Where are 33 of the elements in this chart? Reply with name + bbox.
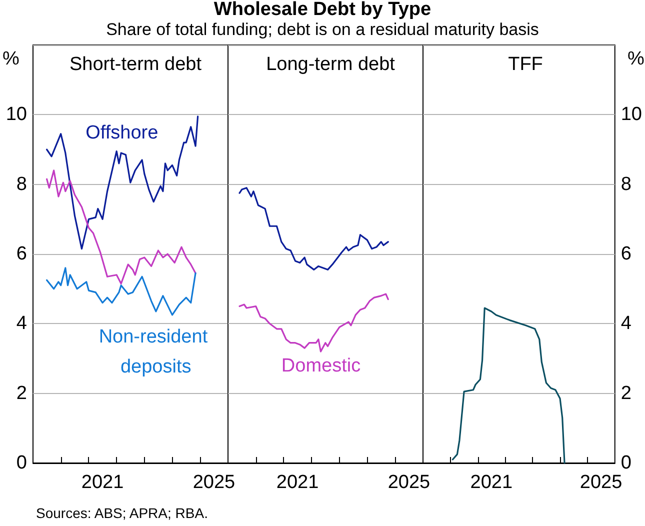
x-tick-label: 2025 [388,472,430,493]
x-tick-label: 2025 [192,472,236,493]
series-label: Domestic [281,356,361,377]
y2-tick-label: 2 [620,382,632,404]
y-tick-label: 8 [16,174,27,195]
source-note: Sources: ABS; APRA; RBA. [36,505,209,521]
x-tick-label: 2021 [81,472,124,493]
y2-tick-label: 0 [620,452,632,474]
text: Short-term debt [70,54,202,75]
y-tick-label: 2 [16,382,27,404]
y2-tick-label: 4 [620,313,632,334]
y2-tick-label: 8 [620,174,632,195]
x-tick-label: 2021 [470,472,513,493]
y-axis-title: % [2,48,20,70]
text: TFF [508,54,543,75]
line-series [46,116,199,250]
x-tick-label: 2025 [580,472,622,493]
line-series [46,170,196,284]
text: Wholesale Debt by Type [212,0,432,20]
y-tick-label: 0 [16,452,27,474]
y-tick-label: 4 [16,313,28,334]
line-series [452,307,566,464]
y2-axis-title: % [628,48,645,70]
series-label: Non-resident deposits [98,326,213,378]
y2-tick-label: 6 [620,244,632,264]
y-tick-label: 6 [16,244,27,264]
text: Share of total funding; debt is on a residual maturity basis [105,20,540,40]
y2-tick-label: 10 [620,104,642,126]
y-tick-label: 10 [6,104,27,126]
text: Long-term debt [266,54,396,75]
x-tick-label: 2021 [276,472,319,493]
line-series [46,267,196,316]
series-label: Offshore [86,122,158,144]
